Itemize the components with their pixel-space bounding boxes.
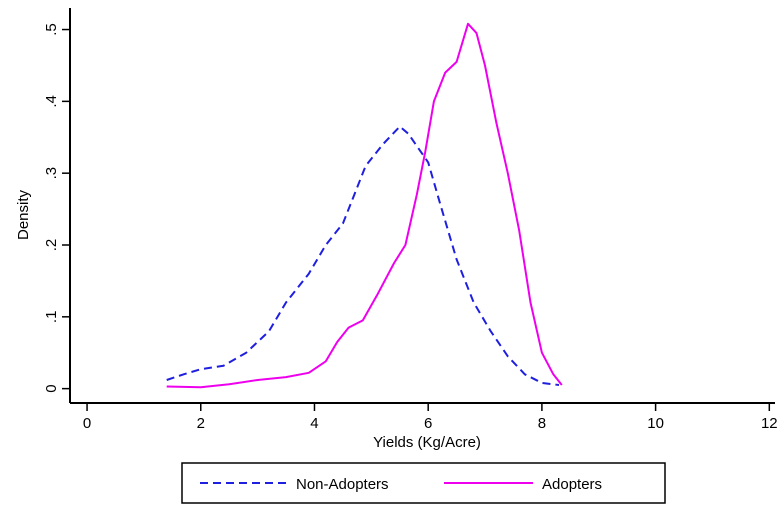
y-tick-label: 0 xyxy=(43,384,60,392)
x-axis-title: Yields (Kg/Acre) xyxy=(373,434,481,451)
x-tick-label: 4 xyxy=(310,415,318,432)
x-axis-ticks: 0 2 4 6 8 10 12 xyxy=(83,403,778,432)
x-tick-label: 2 xyxy=(197,415,205,432)
y-tick-label: .3 xyxy=(43,167,60,180)
x-tick-label: 10 xyxy=(647,415,664,432)
x-tick-label: 6 xyxy=(424,415,432,432)
y-tick-label: .4 xyxy=(43,95,60,108)
x-tick-label: 8 xyxy=(538,415,546,432)
legend: Non-Adopters Adopters xyxy=(181,462,666,504)
y-tick-label: .5 xyxy=(43,23,60,36)
legend-box xyxy=(181,462,666,504)
legend-label-non-adopters: Non-Adopters xyxy=(296,476,389,493)
y-axis-ticks: 0 .1 .2 .3 .4 .5 xyxy=(43,23,70,393)
series-layer xyxy=(166,22,563,389)
y-tick-label: .2 xyxy=(43,239,60,252)
y-axis-title: Density xyxy=(15,189,32,240)
series-line-adopters xyxy=(166,22,563,389)
y-tick-label: .1 xyxy=(43,311,60,324)
x-tick-label: 0 xyxy=(83,415,91,432)
legend-label-adopters: Adopters xyxy=(542,476,602,493)
series-line-non-adopters xyxy=(166,125,560,386)
x-tick-label: 12 xyxy=(761,415,778,432)
